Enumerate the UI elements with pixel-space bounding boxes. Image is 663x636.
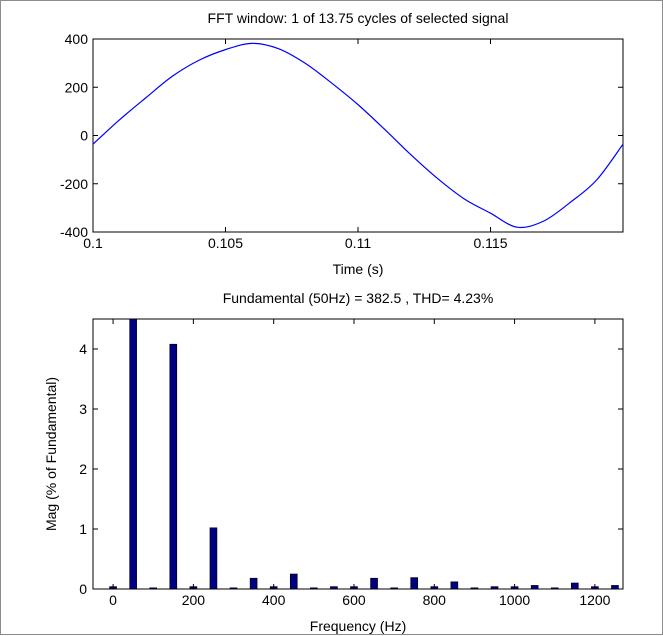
mag-ytick-label: 0 xyxy=(79,581,87,597)
harmonic-bar xyxy=(330,586,338,590)
harmonic-bar xyxy=(571,582,579,590)
freq-xtick-label: 1000 xyxy=(499,592,530,608)
time-xtick-label: 0.11 xyxy=(345,235,371,251)
harmonic-bar xyxy=(229,587,238,590)
harmonic-bar xyxy=(390,587,398,590)
time-plot: FFT window: 1 of 13.75 cycles of selecte… xyxy=(60,10,624,277)
time-plot-title: FFT window: 1 of 13.75 cycles of selecte… xyxy=(208,10,509,26)
freq-xtick-label: 800 xyxy=(423,592,447,608)
spectrum-plot-ylabel: Mag (% of Fundamental) xyxy=(43,377,59,531)
harmonic-bar xyxy=(490,586,499,590)
time-xtick-label: 0.105 xyxy=(208,235,243,251)
harmonic-bar xyxy=(470,587,479,590)
mag-ytick-label: 3 xyxy=(79,401,87,417)
freq-xtick-label: 0 xyxy=(109,592,117,608)
harmonic-bar xyxy=(149,587,158,590)
harmonic-bar xyxy=(129,318,137,590)
time-ytick-label: 400 xyxy=(65,31,89,47)
time-plot-axes-box xyxy=(92,38,624,233)
harmonic-bar xyxy=(410,577,419,590)
spectrum-plot: Fundamental (50Hz) = 382.5 , THD= 4.23% … xyxy=(43,290,624,634)
time-ytick-label: 200 xyxy=(65,79,89,95)
harmonic-bar xyxy=(209,527,218,590)
time-ytick-label: 0 xyxy=(80,128,88,144)
harmonic-bar xyxy=(249,577,258,590)
spectrum-plot-xlabel: Frequency (Hz) xyxy=(310,618,406,634)
harmonic-bar xyxy=(370,577,378,590)
spectrum-plot-axes-box xyxy=(92,318,624,590)
mag-ytick-label: 4 xyxy=(79,341,87,357)
time-ytick-label: -200 xyxy=(60,176,88,192)
mag-ytick-label: 1 xyxy=(79,521,87,537)
freq-xtick-label: 400 xyxy=(262,592,286,608)
mag-ytick-label: 2 xyxy=(79,461,87,477)
time-ytick-label: -400 xyxy=(60,224,88,240)
signal-line xyxy=(92,42,624,229)
harmonic-bar xyxy=(169,343,178,590)
harmonic-bar xyxy=(310,587,318,590)
time-plot-xlabel: Time (s) xyxy=(333,261,384,277)
harmonic-bar xyxy=(611,585,619,590)
harmonic-bar xyxy=(550,587,559,590)
time-xtick-label: 0.115 xyxy=(474,235,508,251)
time-xtick-label: 0.1 xyxy=(83,235,103,251)
freq-xtick-label: 600 xyxy=(342,592,366,608)
spectrum-plot-title: Fundamental (50Hz) = 382.5 , THD= 4.23% xyxy=(223,290,494,306)
freq-xtick-label: 1200 xyxy=(579,592,610,608)
harmonic-bar xyxy=(530,585,539,590)
freq-xtick-label: 200 xyxy=(182,592,206,608)
harmonic-bar xyxy=(450,581,459,590)
harmonic-bar xyxy=(289,573,298,590)
